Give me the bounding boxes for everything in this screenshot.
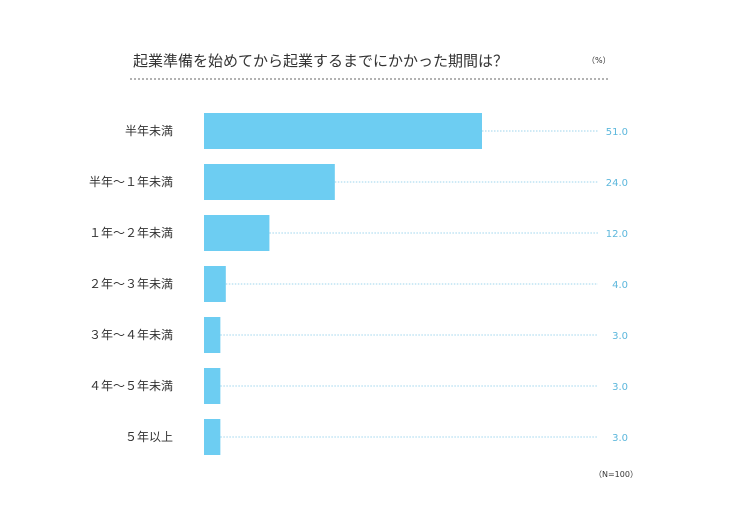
value-label-4: 4.0 — [612, 280, 628, 291]
value-label-2: 24.0 — [606, 178, 628, 189]
value-label-6: 3.0 — [612, 382, 628, 393]
chart-title: 起業準備を始めてから起業するまでにかかった期間は？ — [133, 52, 508, 70]
bar-5 — [204, 317, 221, 353]
bars: 半年未満 51.0 半年〜１年未満 24.0 １年〜２年未満 12.0 ２年〜３年未満 4.0… — [89, 113, 628, 455]
category-label-2: 半年〜１年未満 — [89, 175, 173, 189]
category-label-4: ２年〜３年未満 — [89, 277, 173, 291]
category-label-7: ５年以上 — [125, 430, 173, 444]
value-label-1: 51.0 — [606, 127, 628, 138]
unit-label: （%） — [587, 56, 611, 65]
category-label-1: 半年未満 — [125, 124, 173, 138]
bar-4 — [204, 266, 226, 302]
category-label-5: ３年〜４年未満 — [89, 328, 173, 342]
category-label-3: １年〜２年未満 — [89, 226, 173, 240]
value-label-3: 12.0 — [606, 229, 628, 240]
sample-size-note: （N=100） — [594, 470, 638, 479]
bar-7 — [204, 419, 221, 455]
category-label-6: ４年〜５年未満 — [89, 379, 173, 393]
value-label-7: 3.0 — [612, 433, 628, 444]
bar-3 — [204, 215, 270, 251]
value-label-5: 3.0 — [612, 331, 628, 342]
bar-2 — [204, 164, 335, 200]
bar-6 — [204, 368, 221, 404]
bar-1 — [204, 113, 482, 149]
